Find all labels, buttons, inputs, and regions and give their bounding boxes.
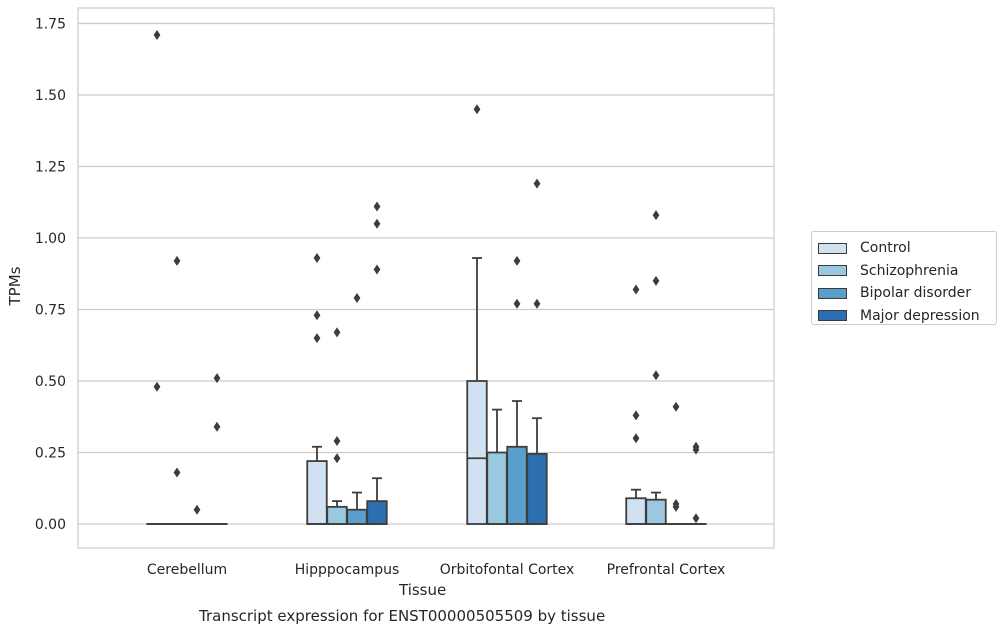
outlier-point <box>692 513 700 524</box>
outlier-point <box>533 298 541 309</box>
legend-label-control: Control <box>860 240 911 257</box>
x-axis-label: Tissue <box>399 581 447 599</box>
outlier-point <box>632 433 640 444</box>
legend-item-schizophrenia: Schizophrenia <box>818 260 996 283</box>
legend-label-schizophrenia: Schizophrenia <box>860 262 959 279</box>
outlier-point <box>652 275 660 286</box>
box-bipolar-disorder <box>346 508 368 525</box>
outlier-point <box>473 104 481 115</box>
outlier-point <box>513 255 521 266</box>
outlier-point <box>153 381 161 392</box>
outlier-point <box>632 284 640 295</box>
box-control <box>625 497 647 525</box>
legend-swatch-major-depression <box>818 310 847 322</box>
outlier-point <box>672 401 680 412</box>
outlier-point <box>313 253 321 264</box>
box-control <box>466 380 488 525</box>
y-tick-label: 1.00 <box>35 231 66 247</box>
outlier-point <box>632 410 640 421</box>
outlier-point <box>652 370 660 381</box>
outlier-point <box>353 293 361 304</box>
legend-item-major-depression: Major depression <box>818 305 996 328</box>
legend-swatch-control <box>818 242 847 254</box>
outlier-point <box>213 421 221 432</box>
box-bipolar-disorder <box>506 445 528 525</box>
y-tick-label: 1.75 <box>35 17 66 33</box>
outlier-point <box>513 298 521 309</box>
outlier-point <box>373 218 381 229</box>
box-schizophrenia <box>326 505 348 525</box>
outlier-point <box>672 501 680 512</box>
outlier-point <box>313 310 321 321</box>
legend-item-control: Control <box>818 237 996 260</box>
y-tick-label: 0.25 <box>35 446 66 462</box>
chart-caption: Transcript expression for ENST0000050550… <box>199 607 606 625</box>
outlier-point <box>333 327 341 338</box>
y-axis-label: TPMs <box>6 266 24 306</box>
legend-item-bipolar-disorder: Bipolar disorder <box>818 282 996 305</box>
box-major-depression <box>366 500 388 525</box>
legend-swatch-bipolar-disorder <box>818 287 847 299</box>
outlier-point <box>333 436 341 447</box>
y-tick-label: 1.50 <box>35 88 66 104</box>
legend-swatch-schizophrenia <box>818 265 847 277</box>
outlier-point <box>193 504 201 515</box>
outlier-point <box>533 178 541 189</box>
box-control <box>306 460 328 525</box>
box-major-depression <box>526 453 548 525</box>
x-tick-label: Prefrontal Cortex <box>607 562 726 578</box>
y-tick-label: 0.00 <box>35 517 66 533</box>
y-tick-label: 0.75 <box>35 303 66 319</box>
y-tick-label: 1.25 <box>35 160 66 176</box>
outlier-point <box>153 29 161 40</box>
y-tick-label: 0.50 <box>35 374 66 390</box>
outlier-point <box>373 264 381 275</box>
outlier-point <box>173 467 181 478</box>
outlier-point <box>373 201 381 212</box>
x-tick-label: Cerebellum <box>147 562 227 578</box>
outlier-point <box>173 255 181 266</box>
box-schizophrenia <box>645 498 667 525</box>
box-schizophrenia <box>486 451 508 525</box>
outlier-point <box>313 333 321 344</box>
plot-area <box>77 7 775 549</box>
outlier-point <box>213 373 221 384</box>
outlier-point <box>652 210 660 221</box>
x-tick-label: Orbitofontal Cortex <box>440 562 575 578</box>
legend-label-major-depression: Major depression <box>860 307 980 324</box>
outlier-point <box>333 453 341 464</box>
legend: Control Schizophrenia Bipolar disorder M… <box>811 231 997 325</box>
legend-label-bipolar-disorder: Bipolar disorder <box>860 285 972 302</box>
x-tick-label: Hipppocampus <box>295 562 400 578</box>
outlier-point <box>692 444 700 455</box>
